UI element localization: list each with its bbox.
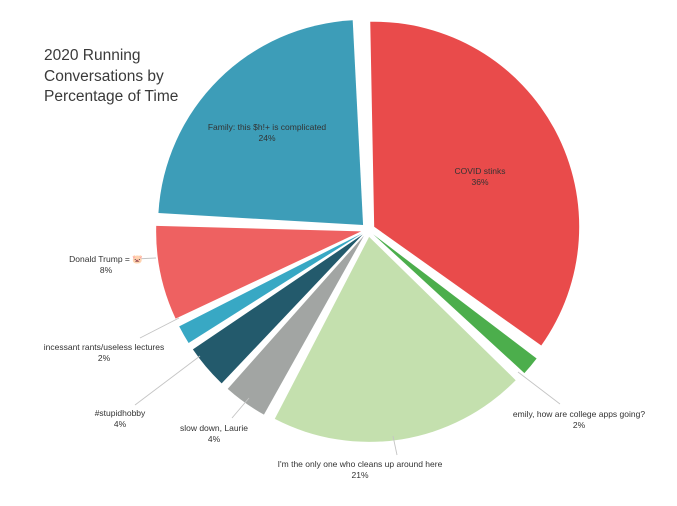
slice-8-label-name: Family: this $h!+ is complicated [208, 122, 327, 132]
slice-5-label-name: #stupidhobby [95, 408, 146, 418]
slice-1-label-value: 36% [471, 177, 488, 187]
slice-5-wedge [192, 234, 363, 384]
slice-6-leader-line [139, 317, 180, 339]
slice-6-label: incessant rants/useless lectures 2% [44, 342, 164, 363]
slice-1-label: COVID stinks 36% [454, 166, 505, 187]
slice-2-label: emily, how are college apps going? 2% [513, 409, 645, 430]
slice-7-leader-line [134, 257, 157, 260]
slice-5-label-value: 4% [114, 419, 127, 429]
slice-2-label-value: 2% [573, 420, 586, 430]
slice-6-wedge [179, 233, 362, 343]
slice-7-label: Donald Trump = 🐷 8% [69, 254, 143, 275]
slice-2-leader-line [517, 371, 561, 405]
slice-4-wedge [227, 235, 364, 415]
slice-4-label-name: slow down, Laurie [180, 423, 248, 433]
slice-3-label-value: 21% [351, 470, 368, 480]
slice-2-wedge [373, 234, 537, 374]
slice-4-leader-line [231, 397, 250, 419]
slice-7-label-value: 8% [100, 265, 113, 275]
slice-7-label-name: Donald Trump = 🐷 [69, 254, 143, 264]
slice-1-label-name: COVID stinks [454, 166, 505, 176]
slice-3-wedge [274, 236, 516, 442]
slice-6-label-value: 2% [98, 353, 111, 363]
slice-8-label-value: 24% [258, 133, 275, 143]
slice-3-label-name: I'm the only one who cleans up around he… [278, 459, 443, 469]
slice-8-wedge [158, 20, 364, 226]
slice-3-label: I'm the only one who cleans up around he… [278, 459, 443, 480]
slice-1-wedge [370, 21, 580, 346]
slice-6-label-name: incessant rants/useless lectures [44, 342, 164, 352]
slice-2-label-name: emily, how are college apps going? [513, 409, 645, 419]
slice-5-label: #stupidhobby 4% [95, 408, 146, 429]
slice-7-wedge [156, 225, 362, 319]
slice-5-leader-line [134, 355, 201, 406]
slice-3-leader-line [392, 435, 398, 456]
slice-4-label-value: 4% [208, 434, 221, 444]
chart-title: 2020 Running Conversations by Percentage… [44, 47, 179, 105]
slice-8-label: Family: this $h!+ is complicated 24% [208, 122, 327, 143]
slice-4-label: slow down, Laurie 4% [180, 423, 248, 444]
